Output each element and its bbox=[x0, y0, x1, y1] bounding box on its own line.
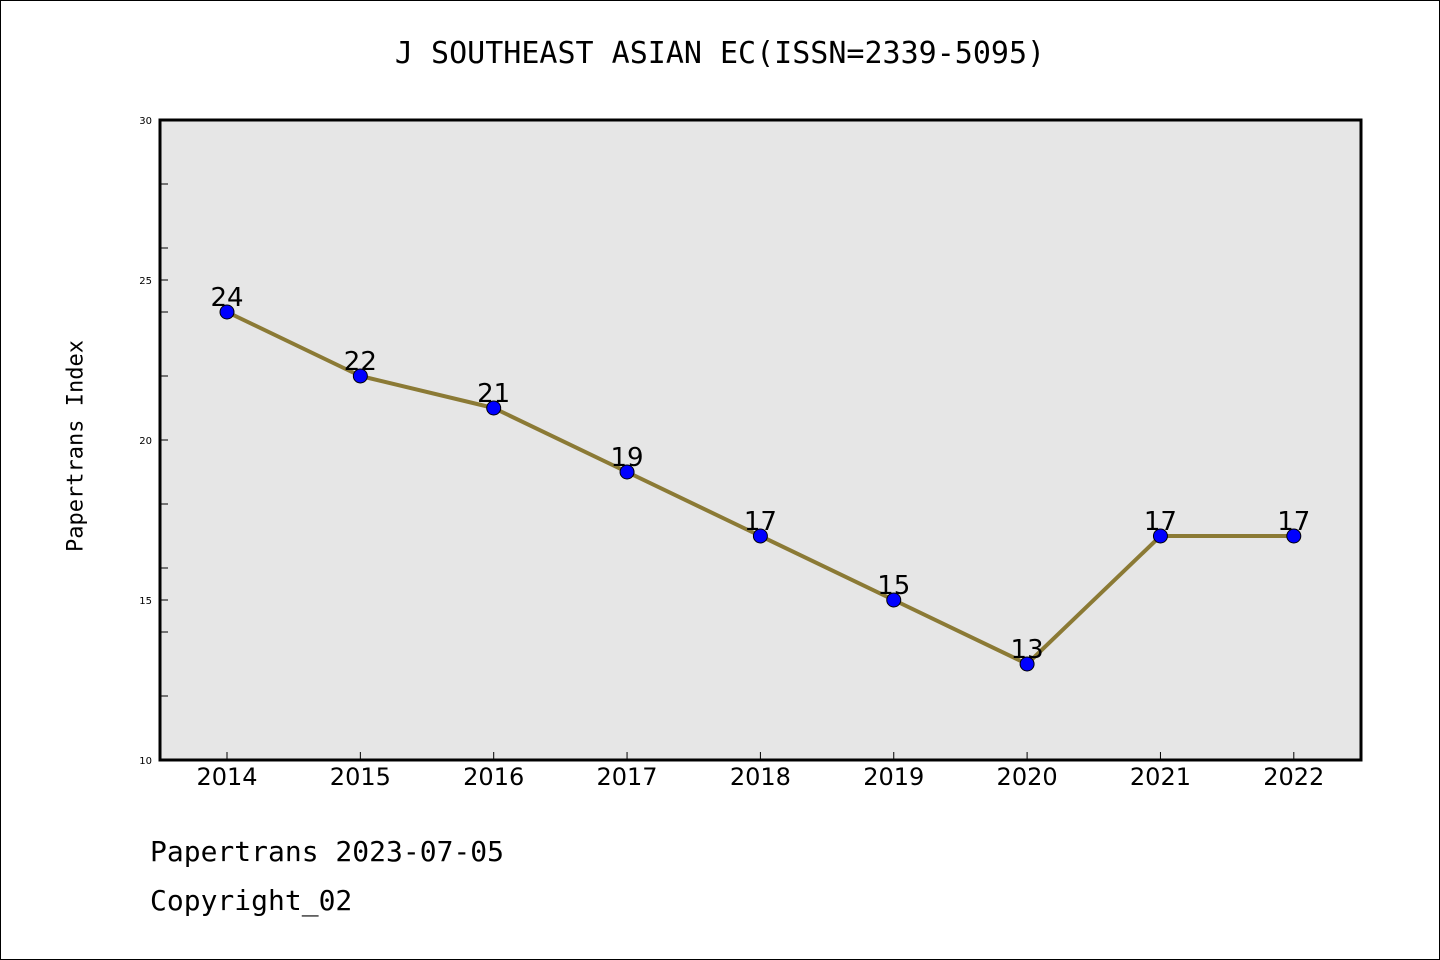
x-tick-label: 2017 bbox=[597, 763, 658, 791]
x-tick-label: 2018 bbox=[730, 763, 791, 791]
x-axis: 2014 2015 2016 2017 2018 2019 2020 2021 2022 bbox=[196, 752, 1324, 791]
x-tick-label: 2022 bbox=[1263, 763, 1324, 791]
data-label: 13 bbox=[1011, 635, 1044, 665]
plot-area bbox=[158, 118, 1363, 762]
data-point bbox=[752, 528, 768, 544]
data-point bbox=[619, 464, 635, 480]
data-point bbox=[486, 400, 502, 416]
x-tick-label: 2019 bbox=[863, 763, 924, 791]
data-label: 17 bbox=[744, 507, 777, 537]
y-tick-label: 20 bbox=[139, 436, 152, 447]
y-tick-label: 25 bbox=[139, 276, 152, 287]
x-tick-label: 2014 bbox=[196, 763, 257, 791]
y-axis: 10 15 20 25 30 bbox=[139, 116, 168, 767]
data-point bbox=[1152, 528, 1168, 544]
data-point bbox=[219, 304, 235, 320]
chart-title: J SOUTHEAST ASIAN EC(ISSN=2339-5095) bbox=[394, 36, 1046, 71]
x-tick-label: 2015 bbox=[330, 763, 391, 791]
data-label: 17 bbox=[1144, 507, 1177, 537]
footer-copyright: Copyright_02 bbox=[150, 884, 353, 917]
data-label: 19 bbox=[611, 443, 644, 473]
data-point bbox=[352, 368, 368, 384]
data-labels: 24 22 21 19 17 15 13 17 17 bbox=[210, 283, 1310, 665]
data-label: 24 bbox=[210, 283, 243, 313]
data-point bbox=[886, 592, 902, 608]
x-tick-label: 2016 bbox=[463, 763, 524, 791]
x-tick-label: 2020 bbox=[997, 763, 1058, 791]
data-point bbox=[1019, 656, 1035, 672]
y-tick-label: 15 bbox=[139, 596, 152, 607]
series-markers bbox=[219, 304, 1302, 672]
x-tick-label: 2021 bbox=[1130, 763, 1191, 791]
data-point bbox=[1286, 528, 1302, 544]
data-label: 21 bbox=[477, 379, 510, 409]
y-tick-label: 10 bbox=[139, 756, 152, 767]
footer-date: Papertrans 2023-07-05 bbox=[150, 835, 505, 868]
data-label: 22 bbox=[344, 347, 377, 377]
data-label: 15 bbox=[877, 571, 910, 601]
data-label: 17 bbox=[1277, 507, 1310, 537]
y-tick-label: 30 bbox=[139, 116, 152, 127]
